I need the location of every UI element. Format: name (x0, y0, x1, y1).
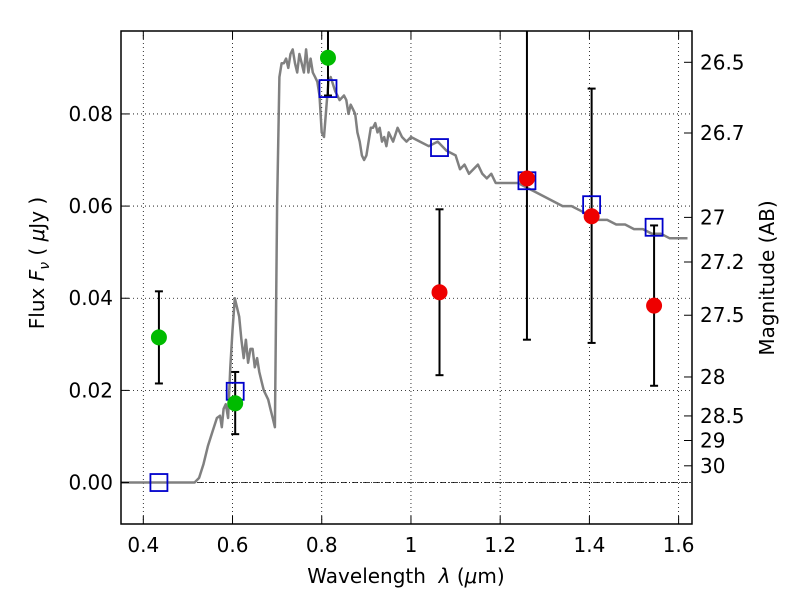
model-photometry-square (430, 138, 449, 157)
right-tick-label: 26.7 (700, 121, 745, 145)
right-tick-label: 27 (700, 205, 725, 229)
right-tick-label: 29 (700, 429, 725, 453)
y-tick-label: 0.06 (68, 194, 113, 218)
model-photometry-square (318, 79, 338, 98)
right-tick-label: 28 (700, 365, 725, 389)
right-tick-label: 27.2 (700, 250, 745, 274)
x-tick-label: 1 (405, 533, 418, 557)
tick-marks (121, 31, 692, 524)
x-tick-label: 1.6 (663, 533, 695, 557)
plot-frame (120, 30, 693, 525)
observed-optical-point (227, 395, 244, 412)
y-tick-label: 0.04 (68, 286, 113, 310)
x-tick-labels: 0.4 0.6 0.8 1 1.2 1.4 1.6 (127, 533, 694, 557)
y-axis-title-right: Magnitude (AB) (755, 200, 779, 355)
y-tick-label: 0.02 (68, 378, 113, 402)
model-photometry-square (644, 217, 664, 237)
observed-nir-point (518, 170, 535, 187)
observed-nir-point (431, 284, 448, 301)
x-axis-title: Wavelength λ (μm) (307, 564, 504, 588)
model-photometry-square (149, 473, 169, 492)
y-tick-labels: 0.00 0.02 0.04 0.06 0.08 (68, 102, 113, 495)
x-tick-label: 0.4 (127, 533, 159, 557)
observed-nir-point (646, 297, 663, 314)
data-points (149, 49, 664, 492)
right-tick-label: 30 (700, 454, 725, 478)
right-tick-label: 27.5 (700, 303, 745, 327)
observed-optical-point (150, 329, 167, 346)
right-tick-label: 26.5 (700, 50, 745, 74)
observed-nir-point (583, 208, 600, 225)
x-tick-label: 1.4 (573, 533, 605, 557)
y-tick-label: 0.00 (68, 471, 113, 495)
observed-optical-point (319, 49, 336, 66)
right-tick-label: 28.5 (700, 404, 745, 428)
y-tick-label: 0.08 (68, 102, 113, 126)
x-tick-label: 1.2 (484, 533, 516, 557)
y-axis-title-left: Flux Fν ( μJy ) (25, 197, 53, 329)
x-tick-label: 0.6 (217, 533, 249, 557)
x-tick-label: 0.8 (306, 533, 338, 557)
